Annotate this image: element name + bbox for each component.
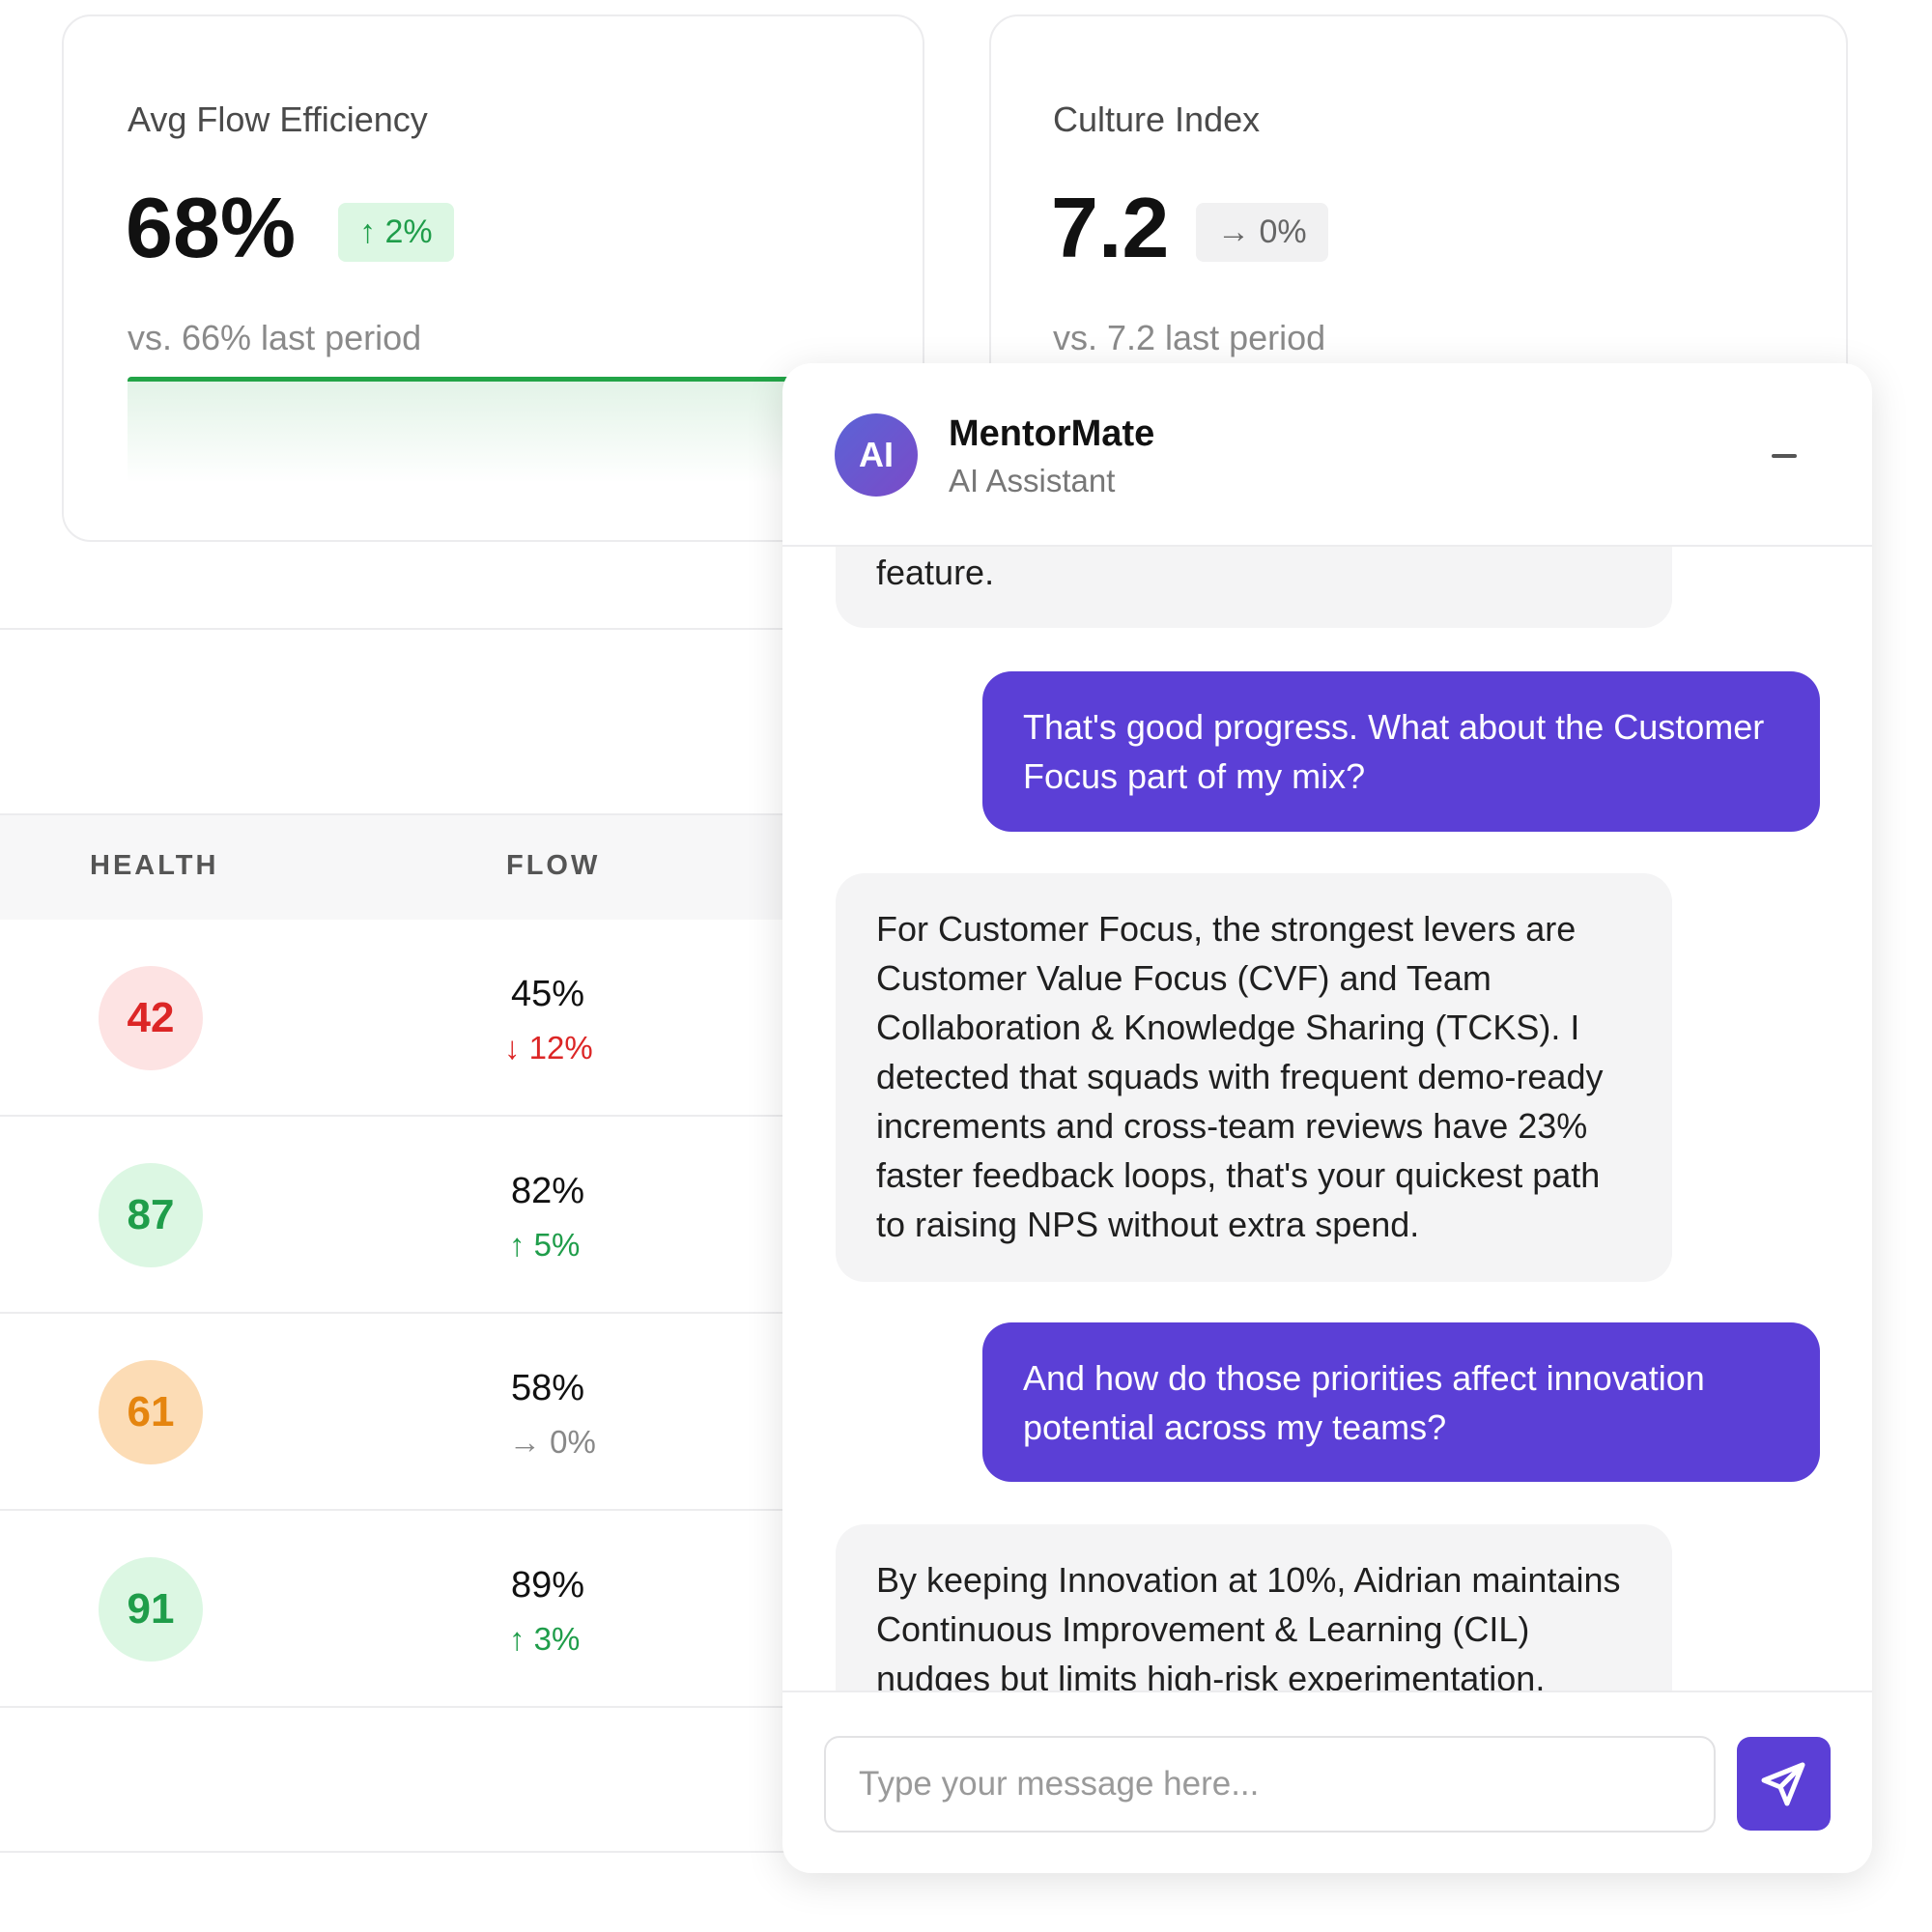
- health-score: 61: [99, 1360, 203, 1464]
- header-divider: [782, 545, 1872, 547]
- table-row: 42 45% ↓ 12%: [0, 918, 792, 1117]
- card-value: 7.2: [1051, 180, 1170, 275]
- assistant-message: For Customer Focus, the strongest levers…: [836, 873, 1672, 1282]
- card-value: 68%: [126, 180, 297, 275]
- divider: [0, 1851, 792, 1853]
- card-title: Culture Index: [1053, 99, 1261, 139]
- assistant-message: By keeping Innovation at 10%, Aidrian ma…: [836, 1524, 1672, 1690]
- health-score: 87: [99, 1163, 203, 1267]
- minimize-button[interactable]: [1772, 454, 1797, 458]
- delta-badge: → 0%: [1196, 203, 1328, 262]
- card-title: Avg Flow Efficiency: [128, 99, 428, 139]
- comparison: vs. 7.2 last period: [1053, 318, 1326, 357]
- assistant-message: feature.: [836, 547, 1672, 628]
- assistant-subtitle: AI Assistant: [949, 463, 1116, 498]
- divider: [0, 628, 792, 630]
- table-header: HEALTH FLOW: [0, 813, 792, 920]
- table-row: 61 58% → 0%: [0, 1312, 792, 1511]
- health-score: 42: [99, 966, 203, 1070]
- send-button[interactable]: [1737, 1737, 1831, 1831]
- chat-panel: AI MentorMate AI Assistant feature. That…: [782, 363, 1872, 1873]
- delta-badge: ↑ 2%: [338, 203, 454, 262]
- flow-change: ↑ 5%: [509, 1227, 581, 1263]
- flow-value: 45%: [511, 974, 585, 1014]
- message-text: feature.: [876, 553, 995, 592]
- message-input[interactable]: Type your message here...: [824, 1736, 1716, 1833]
- user-message: That's good progress. What about the Cus…: [982, 671, 1820, 832]
- flow-change: ↓ 12%: [504, 1030, 593, 1065]
- message-list: feature. That's good progress. What abou…: [782, 547, 1872, 1690]
- table-row: 87 82% ↑ 5%: [0, 1115, 792, 1314]
- flow-change: ↑ 3%: [509, 1621, 581, 1657]
- assistant-name: MentorMate: [949, 413, 1155, 454]
- metric-card: Avg Flow Efficiency 68% ↑ 2% vs. 66% las…: [62, 14, 924, 542]
- progress-bar: [128, 377, 881, 483]
- send-icon: [1761, 1762, 1805, 1806]
- avatar: AI: [835, 413, 918, 497]
- flow-change: → 0%: [509, 1424, 596, 1460]
- column-header: HEALTH: [90, 850, 219, 881]
- flow-value: 58%: [511, 1368, 585, 1408]
- input-divider: [782, 1690, 1872, 1692]
- column-header: FLOW: [506, 850, 601, 881]
- flow-value: 82%: [511, 1171, 585, 1211]
- table-row: 91 89% ↑ 3%: [0, 1509, 792, 1708]
- user-message: And how do those priorities affect innov…: [982, 1322, 1820, 1482]
- health-score: 91: [99, 1557, 203, 1662]
- comparison: vs. 66% last period: [128, 318, 422, 357]
- flow-value: 89%: [511, 1565, 585, 1605]
